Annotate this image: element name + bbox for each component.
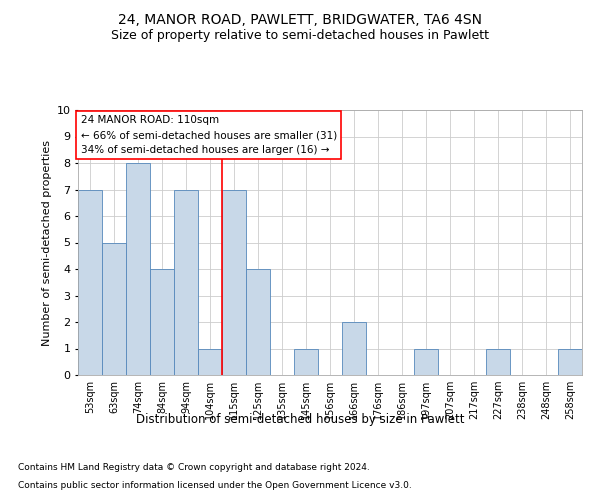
Y-axis label: Number of semi-detached properties: Number of semi-detached properties [42, 140, 52, 346]
Bar [150, 269, 174, 375]
Bar [486, 348, 510, 375]
Bar [294, 348, 318, 375]
Text: Size of property relative to semi-detached houses in Pawlett: Size of property relative to semi-detach… [111, 29, 489, 42]
Bar [342, 322, 366, 375]
Text: Contains HM Land Registry data © Crown copyright and database right 2024.: Contains HM Land Registry data © Crown c… [18, 462, 370, 471]
Bar [222, 190, 246, 375]
Bar [246, 269, 270, 375]
Text: Contains public sector information licensed under the Open Government Licence v3: Contains public sector information licen… [18, 481, 412, 490]
Bar [198, 348, 222, 375]
Bar [558, 348, 582, 375]
Bar [78, 190, 102, 375]
Text: 24 MANOR ROAD: 110sqm
← 66% of semi-detached houses are smaller (31)
34% of semi: 24 MANOR ROAD: 110sqm ← 66% of semi-deta… [80, 116, 337, 155]
Bar [414, 348, 438, 375]
Bar [102, 242, 126, 375]
Bar [126, 163, 150, 375]
Text: 24, MANOR ROAD, PAWLETT, BRIDGWATER, TA6 4SN: 24, MANOR ROAD, PAWLETT, BRIDGWATER, TA6… [118, 12, 482, 26]
Text: Distribution of semi-detached houses by size in Pawlett: Distribution of semi-detached houses by … [136, 412, 464, 426]
Bar [174, 190, 198, 375]
